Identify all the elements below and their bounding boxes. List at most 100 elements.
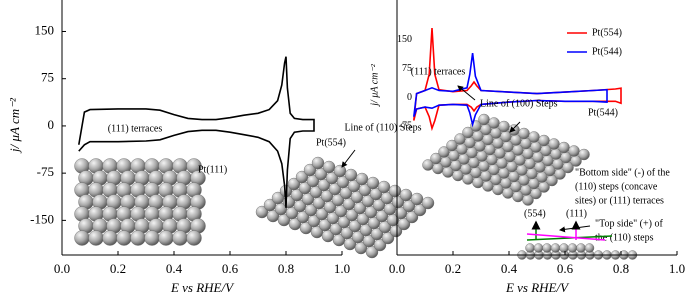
y-axis-label: j/ μA cm⁻² xyxy=(369,63,380,107)
atom xyxy=(74,230,90,246)
y-tick-label: 75 xyxy=(41,70,54,85)
atom xyxy=(399,188,413,202)
arrow xyxy=(559,225,591,233)
cv-curve xyxy=(413,52,608,128)
annotation: Line of (110) Steps xyxy=(344,122,421,133)
y-tick-label: 75 xyxy=(402,63,412,74)
x-tick-label: 0.0 xyxy=(389,261,405,276)
x-tick-label: 0.4 xyxy=(166,261,183,276)
atom xyxy=(287,177,301,191)
plot: 0.0 0.2 0.4 0.6 0.8 1.0 -150 -75 0 75 150 E vs RHE/… xyxy=(7,0,685,295)
atom xyxy=(576,243,586,253)
atom xyxy=(584,243,595,253)
atom xyxy=(559,243,569,253)
atom xyxy=(172,230,188,246)
atom xyxy=(498,120,510,133)
arrow xyxy=(526,233,606,241)
atom xyxy=(568,145,580,157)
atom xyxy=(528,131,540,143)
atom xyxy=(130,230,146,246)
annotation: sites) or (111) terraces xyxy=(575,195,664,206)
y-tick-label: -150 xyxy=(30,211,54,226)
x-axis-label: E vs RHE/V xyxy=(170,280,235,295)
arrow xyxy=(509,121,521,133)
atom xyxy=(295,170,309,184)
crystal-models xyxy=(74,113,638,260)
atom xyxy=(518,127,530,140)
atom xyxy=(322,160,336,174)
arrow xyxy=(341,149,356,168)
annotation: (111) terraces xyxy=(108,123,163,134)
annotation: the (110) steps xyxy=(595,232,654,243)
arrow xyxy=(457,85,476,101)
atom xyxy=(355,172,369,186)
x-tick-label: 1.0 xyxy=(669,261,685,276)
annotation: Pt(111) xyxy=(198,164,227,175)
x-tick-label: 0.4 xyxy=(501,261,518,276)
atom xyxy=(116,230,132,246)
atom xyxy=(333,164,347,178)
x-tick-label: 1.0 xyxy=(334,261,350,276)
y-tick-label: 150 xyxy=(35,22,55,37)
y-tick-label: -75 xyxy=(37,164,54,179)
x-axis-label: E vs RHE/V xyxy=(505,280,570,295)
annotation: "Bottom side" (-) of the xyxy=(575,167,670,178)
atom xyxy=(271,191,285,205)
atom xyxy=(388,184,402,198)
atom xyxy=(255,205,269,219)
x-tick-label: 0.8 xyxy=(613,261,629,276)
x-tick-label: 0.2 xyxy=(445,261,461,276)
atom xyxy=(567,243,578,253)
atom xyxy=(366,176,380,190)
x-tick-label: 0.6 xyxy=(557,261,574,276)
legend-label: Pt(544) xyxy=(592,46,622,57)
y-tick-label: 150 xyxy=(397,34,412,45)
atom xyxy=(377,180,391,194)
atom xyxy=(508,124,520,136)
atom xyxy=(421,196,435,210)
atom xyxy=(422,159,434,171)
annotation: Line of (100) Steps xyxy=(480,98,558,109)
atom xyxy=(478,113,490,126)
legend-label: Pt(554) xyxy=(592,27,622,38)
atom xyxy=(410,192,424,206)
atom xyxy=(550,243,561,253)
atom xyxy=(542,243,552,253)
atom xyxy=(344,168,358,182)
x-tick-label: 0.2 xyxy=(110,261,126,276)
atom xyxy=(488,117,500,129)
atom xyxy=(533,243,544,253)
y-axis-label: j/ μA cm⁻² xyxy=(7,97,22,154)
atom xyxy=(462,126,474,139)
x-tick-label: 0.6 xyxy=(222,261,239,276)
annotation: (111) xyxy=(566,208,587,219)
annotation: "Top side" (+) of xyxy=(595,218,663,229)
atom xyxy=(263,198,277,212)
atom xyxy=(454,133,466,145)
annotation: (554) xyxy=(524,208,546,219)
x-tick-label: 0.8 xyxy=(278,261,294,276)
atom xyxy=(430,152,442,165)
cv-curve xyxy=(78,56,315,208)
y-tick-label: 0 xyxy=(48,117,55,132)
atom xyxy=(538,134,550,147)
atom xyxy=(88,230,104,246)
y-tick-label: -75 xyxy=(399,121,412,132)
atom xyxy=(578,148,590,161)
x-tick-label: 0.0 xyxy=(54,261,70,276)
annotation: (111) terraces xyxy=(411,66,466,77)
atom xyxy=(158,230,174,246)
annotation: (110) steps (concave xyxy=(575,181,658,192)
atom xyxy=(548,138,560,150)
atom xyxy=(438,146,450,158)
annotation: Pt(554) xyxy=(316,137,346,148)
y-tick-label: 0 xyxy=(407,92,412,103)
atom xyxy=(186,230,202,246)
atom xyxy=(446,139,458,152)
annotation: Pt(544) xyxy=(588,107,618,118)
atom xyxy=(558,141,570,154)
atom xyxy=(311,156,325,170)
atom xyxy=(144,230,160,246)
atom xyxy=(525,243,535,253)
